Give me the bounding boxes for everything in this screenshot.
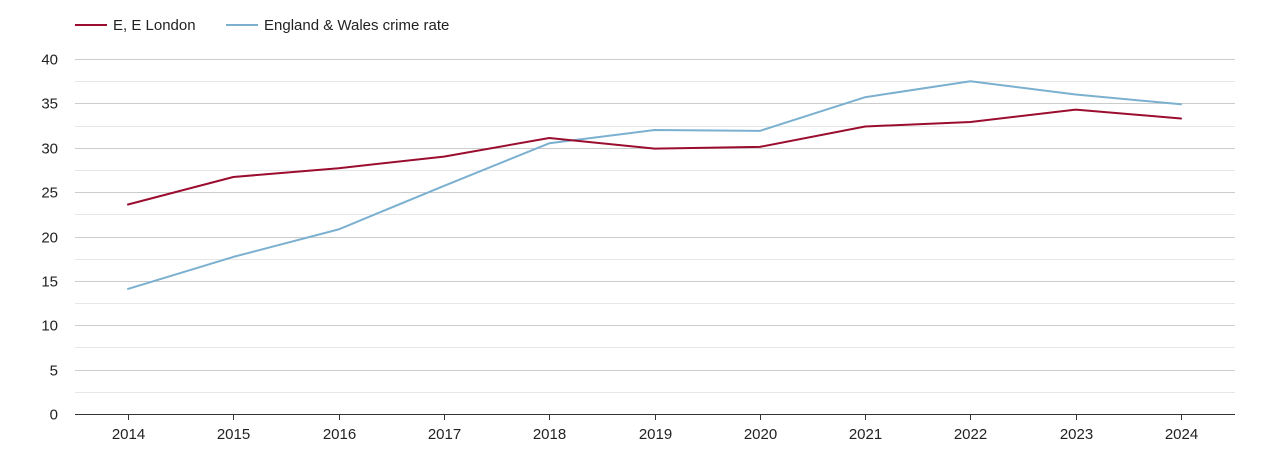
x-tick-label: 2022 — [954, 426, 987, 443]
x-tick-label: 2021 — [849, 426, 882, 443]
y-tick-label: 30 — [41, 141, 58, 158]
y-tick-label: 5 — [50, 363, 58, 380]
legend-entry-england-wales[interactable]: England & Wales crime rate — [226, 17, 449, 34]
y-tick-label: 15 — [41, 274, 58, 291]
x-tick-label: 2019 — [639, 426, 672, 443]
x-tick-label: 2023 — [1060, 426, 1093, 443]
x-tick-label: 2018 — [533, 426, 566, 443]
y-axis: 0 5 10 15 20 25 30 35 40 — [41, 52, 58, 424]
x-axis: 2014 2015 2016 2017 2018 2019 2020 2021 2022 2023… — [75, 414, 1235, 443]
x-tick-label: 2014 — [112, 426, 145, 443]
x-tick-label: 2017 — [428, 426, 461, 443]
y-tick-label: 40 — [41, 52, 58, 69]
x-tick-label: 2024 — [1165, 426, 1198, 443]
legend-label-e-london: E, E London — [113, 17, 196, 34]
x-tick-label: 2015 — [217, 426, 250, 443]
grid-lines — [75, 59, 1235, 393]
x-tick-label: 2016 — [323, 426, 356, 443]
series-line-england-wales[interactable] — [127, 80, 1182, 290]
series-line-e-london[interactable] — [127, 108, 1182, 206]
y-tick-label: 0 — [50, 407, 58, 424]
legend: E, E London England & Wales crime rate — [75, 17, 449, 34]
legend-entry-e-london[interactable]: E, E London — [75, 17, 196, 34]
y-tick-label: 25 — [41, 185, 58, 202]
series-lines — [127, 80, 1182, 290]
y-tick-label: 35 — [41, 96, 58, 113]
y-tick-label: 20 — [41, 230, 58, 247]
legend-label-england-wales: England & Wales crime rate — [264, 17, 449, 34]
x-tick-label: 2020 — [744, 426, 777, 443]
y-tick-label: 10 — [41, 318, 58, 335]
